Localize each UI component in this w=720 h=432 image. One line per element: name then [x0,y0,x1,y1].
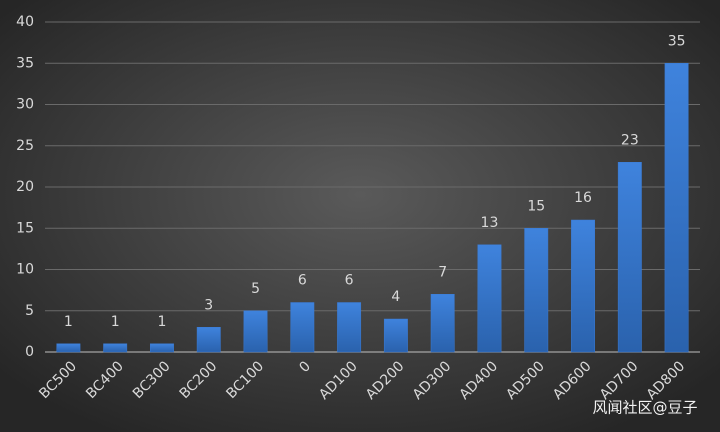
y-tick-label: 40 [16,14,34,30]
bar [290,302,315,353]
y-tick-label: 25 [16,138,34,154]
data-label: 23 [621,132,639,148]
y-tick-label: 20 [16,179,34,195]
bar [56,343,81,353]
bar [664,63,689,353]
data-label: 3 [204,297,213,313]
data-label: 35 [668,33,686,49]
bar [383,318,408,353]
bar [524,228,549,353]
data-label: 16 [574,190,592,206]
data-label: 1 [111,314,120,330]
data-label: 6 [345,273,354,289]
data-label: 6 [298,273,307,289]
data-label: 5 [251,281,260,297]
data-label: 4 [391,289,400,305]
data-label: 13 [481,215,499,231]
bar [430,294,455,353]
bar [196,327,221,353]
bar [617,162,642,353]
data-label: 7 [438,264,447,280]
bar [477,244,502,353]
bar [103,343,128,353]
y-tick-label: 5 [25,303,34,319]
bar [571,219,595,353]
bar [243,310,268,353]
y-tick-label: 0 [25,344,34,360]
bar [150,343,174,353]
watermark: 风闻社区@豆子 [592,399,697,417]
y-tick-label: 35 [16,55,34,71]
data-label: 1 [158,314,167,330]
y-tick-label: 10 [16,262,34,278]
bar [337,302,362,353]
y-tick-label: 30 [16,97,34,113]
data-label: 1 [64,314,73,330]
y-tick-label: 15 [16,220,34,236]
data-label: 15 [527,198,545,214]
